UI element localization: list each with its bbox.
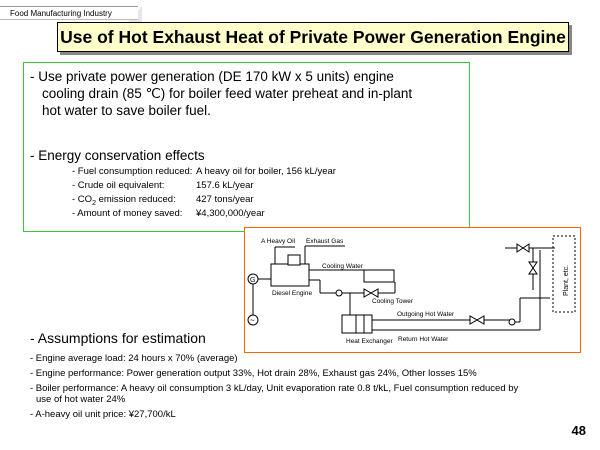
label-outgoing-hot-water: Outgoing Hot Water [397,311,455,318]
bullet-line-2: cooling drain (85 ℃) for boiler feed wat… [42,86,413,101]
label-exhaust-gas: Exhaust Gas [306,238,344,245]
effect-value: ¥4,300,000/year [196,208,265,219]
effect-value: 427 tons/year [196,194,254,205]
label-heat-exchanger: Heat Exchanger [346,338,393,345]
effect-label: - Fuel consumption reduced: [72,166,193,177]
cooling-tower-top [363,269,395,283]
label-plant: Plant, etc. [563,265,570,296]
assumption-item: - Boiler performance: A heavy oil consum… [30,383,519,394]
assumptions-heading: - Assumptions for estimation [30,330,206,346]
effects-heading: - Energy conservation effects [30,148,205,163]
assumption-item: - Engine performance: Power generation o… [30,368,477,379]
diesel-engine-box [270,263,310,287]
category-tag: Food Manufacturing Industry [0,6,138,20]
label-return-hot-water: Return Hot Water [398,336,449,343]
assumption-item: - A-heavy oil unit price: ¥27,700/kL [30,409,176,420]
label-diesel-engine: Diesel Engine [272,290,312,297]
label-a-heavy-oil: A Heavy Oil [261,238,296,245]
label-cooling-tower: Cooling Tower [372,298,414,305]
effect-row: - Fuel consumption reduced: A heavy oil … [72,166,452,178]
effect-value: A heavy oil for boiler, 156 kL/year [196,166,336,177]
page-title: Use of Hot Exhaust Heat of Private Power… [57,22,569,52]
plant-box [552,235,576,313]
bullet-line-1: - Use private power generation (DE 170 k… [30,69,394,84]
heat-exchanger-box [341,314,373,334]
summary-box [23,62,470,232]
label-ac: ~ [250,316,255,325]
label-generator: G [250,277,255,284]
effect-label: - CO2 emission reduced: [72,194,176,207]
page-number: 48 [571,423,586,438]
assumption-item: - Engine average load: 24 hours x 70% (a… [30,353,238,364]
effect-value: 157.6 kL/year [196,180,254,191]
label-cooling-water: Cooling Water [322,263,364,270]
effect-row: - CO2 emission reduced: 427 tons/year [72,194,452,207]
effect-row: - Crude oil equivalent: 157.6 kL/year [72,180,452,192]
effect-row: - Amount of money saved: ¥4,300,000/year [72,208,452,220]
assumption-item: use of hot water 24% [36,394,126,405]
effect-label: - Amount of money saved: [72,208,183,219]
bullet-line-3: hot water to save boiler fuel. [42,103,211,118]
effects-list: - Fuel consumption reduced: A heavy oil … [72,166,452,226]
effect-label: - Crude oil equivalent: [72,180,165,191]
